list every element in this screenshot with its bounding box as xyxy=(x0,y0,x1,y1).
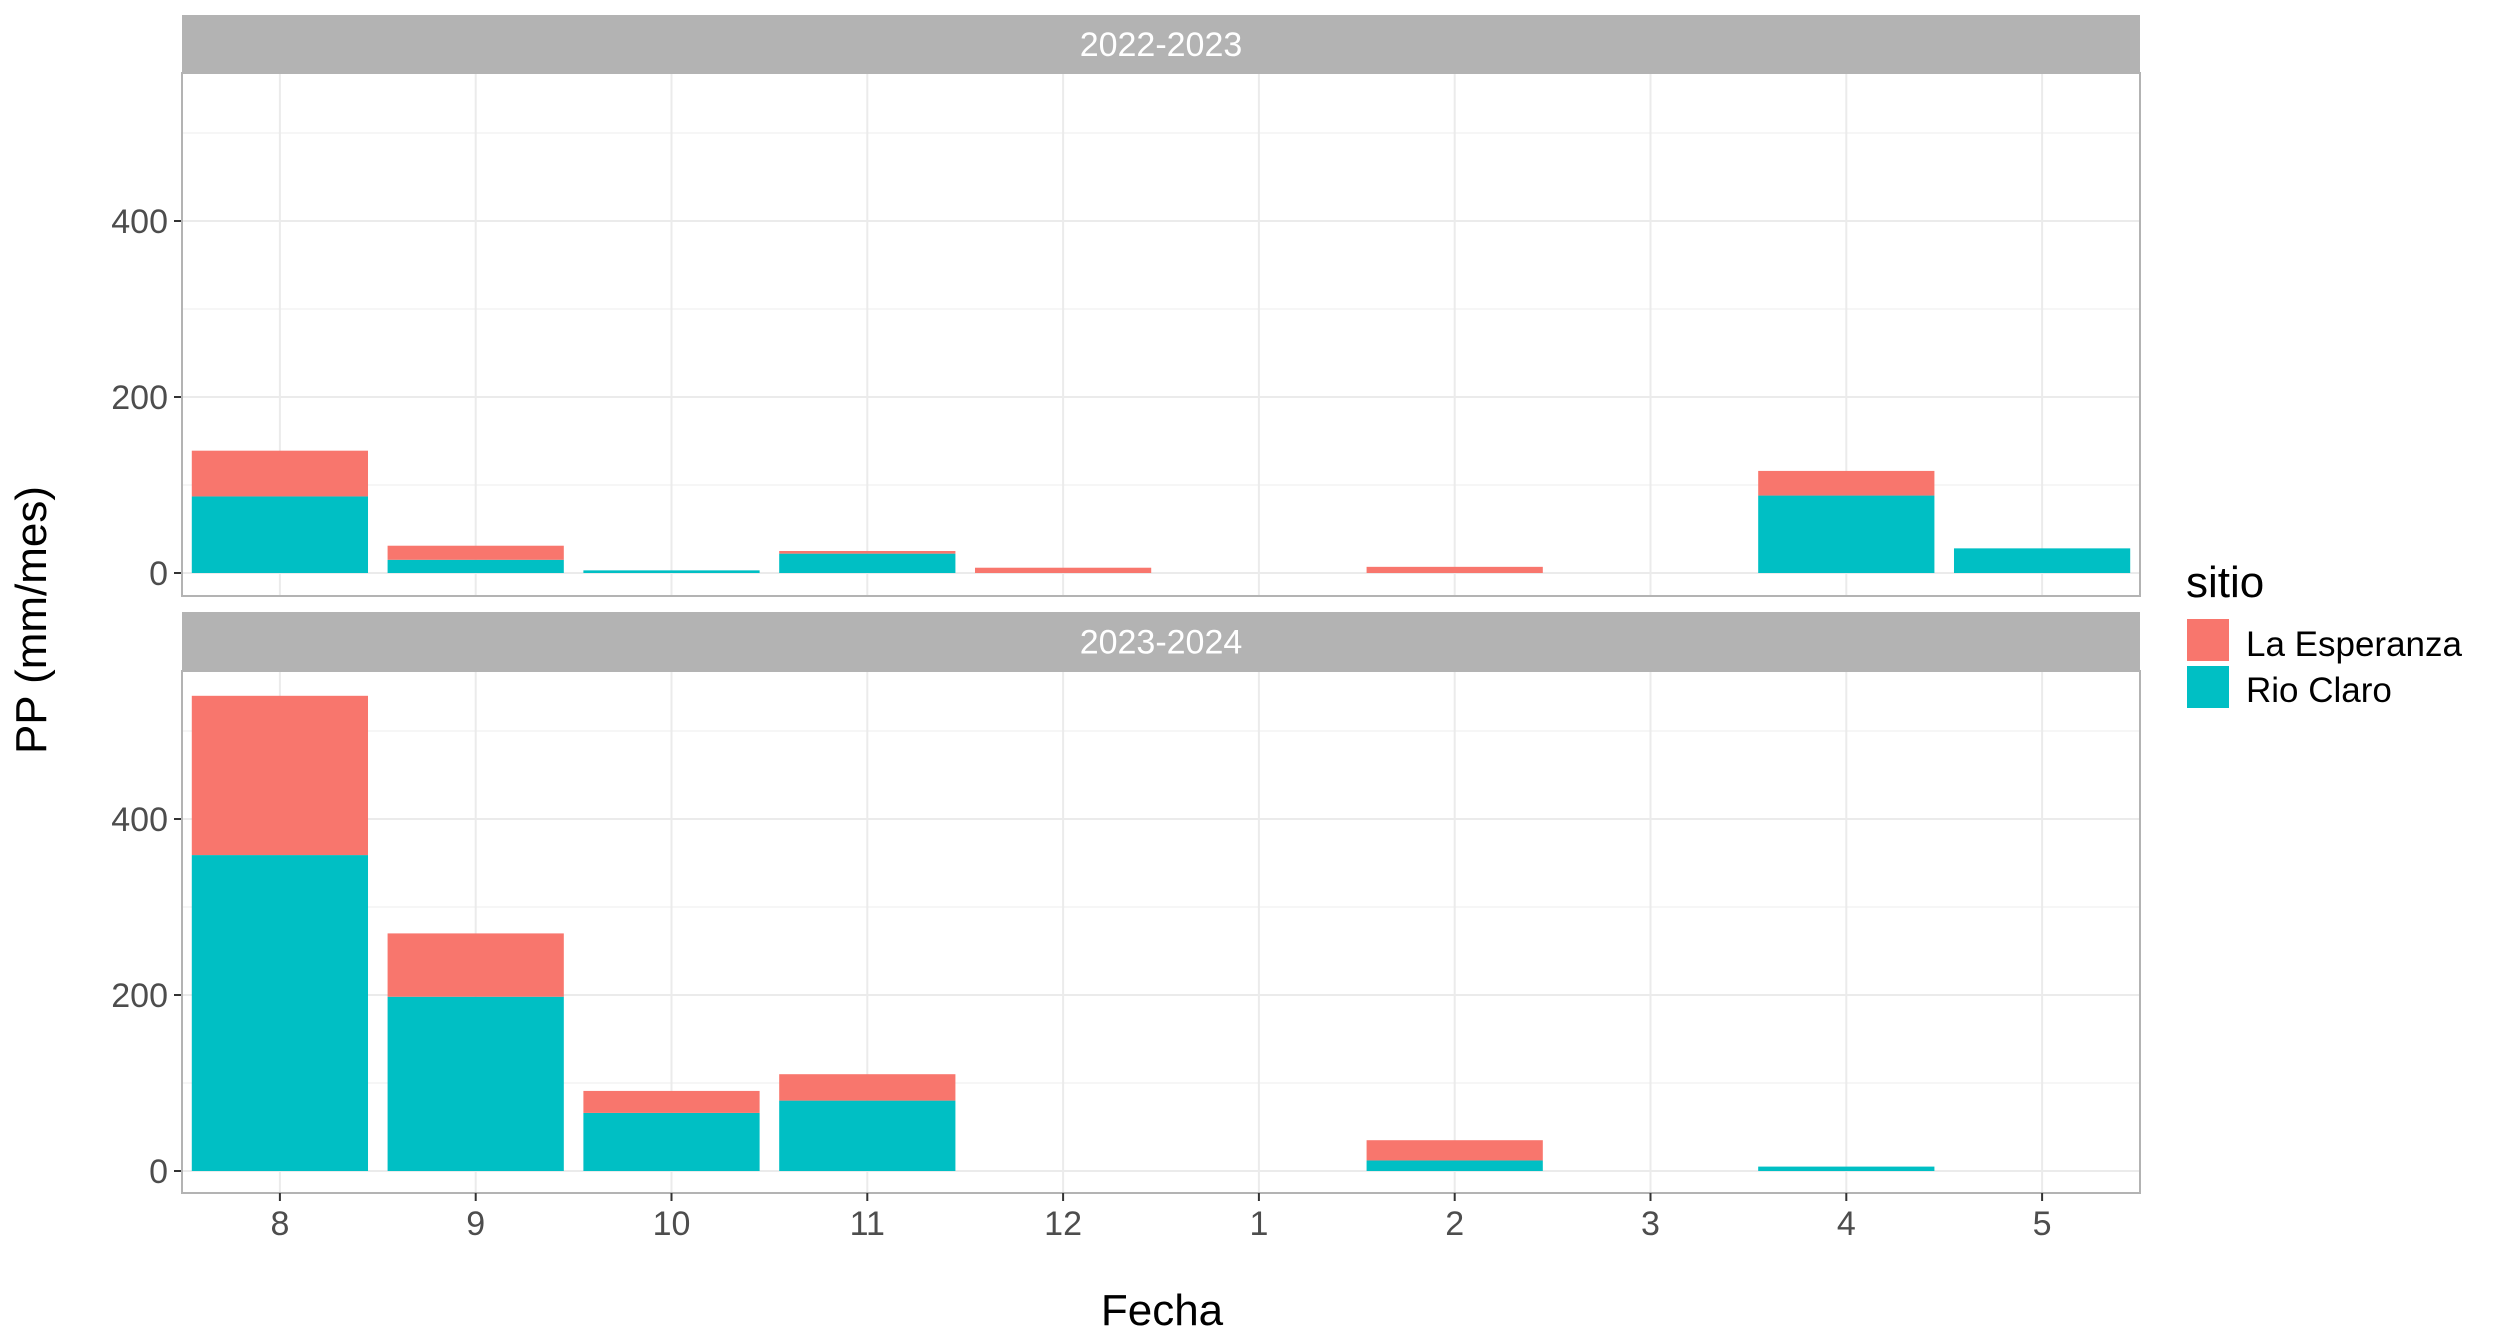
bar-la-esperanza-9 xyxy=(387,933,564,997)
panels-layer: 0 200 400 2022-2023 0 200 400 2023-2024 xyxy=(111,15,2141,1194)
legend-label-rio-claro: Rio Claro xyxy=(2246,671,2392,710)
legend-key-rio-claro xyxy=(2187,666,2229,708)
x-axis-title: Fecha xyxy=(1101,1286,1224,1335)
y-tick-label: 400 xyxy=(111,801,168,839)
y-tick-label: 0 xyxy=(149,555,168,593)
bar-rio-claro-11 xyxy=(779,553,956,573)
x-axis: 8 9 10 11 12 1 2 3 4 5 xyxy=(270,1193,2052,1243)
bar-rio-claro-9 xyxy=(387,996,564,1171)
bar-la-esperanza-8 xyxy=(191,695,369,856)
bar-rio-claro-10 xyxy=(583,1112,760,1171)
y-tick-label: 0 xyxy=(149,1153,168,1191)
x-tick-label: 8 xyxy=(270,1205,289,1243)
bar-la-esperanza-2 xyxy=(1366,1140,1543,1161)
x-tick-label: 2 xyxy=(1445,1205,1464,1243)
strip-background xyxy=(182,15,2140,73)
bar-rio-claro-11 xyxy=(779,1100,956,1171)
bar-la-esperanza-8 xyxy=(191,450,369,497)
panel-2022-2023: 0 200 400 2022-2023 xyxy=(111,15,2141,597)
x-tick-label: 4 xyxy=(1837,1205,1856,1243)
x-tick-label: 9 xyxy=(466,1205,485,1243)
bar-la-esperanza-2 xyxy=(1366,566,1543,573)
bar-rio-claro-10 xyxy=(583,570,760,573)
panel-2023-2024: 0 200 400 2023-2024 xyxy=(111,612,2141,1194)
bar-rio-claro-4 xyxy=(1758,1166,1935,1171)
bar-rio-claro-4 xyxy=(1758,495,1935,573)
x-tick-label: 11 xyxy=(850,1205,885,1243)
x-tick-label: 10 xyxy=(653,1205,691,1243)
strip-label: 2023-2024 xyxy=(1080,624,1243,662)
legend-label-la-esperanza: La Esperanza xyxy=(2246,625,2463,664)
legend: sitio La Esperanza Rio Claro xyxy=(2186,558,2463,710)
bar-rio-claro-9 xyxy=(387,559,564,573)
strip-label: 2022-2023 xyxy=(1080,26,1243,64)
x-tick-label: 12 xyxy=(1044,1205,1082,1243)
bar-rio-claro-5 xyxy=(1953,548,2131,573)
bar-rio-claro-8 xyxy=(191,496,369,573)
y-tick-label: 200 xyxy=(111,379,168,417)
bar-la-esperanza-10 xyxy=(583,1090,760,1113)
y-tick-label: 200 xyxy=(111,977,168,1015)
bar-la-esperanza-11 xyxy=(779,1074,956,1101)
bar-la-esperanza-9 xyxy=(387,545,564,560)
bar-la-esperanza-12 xyxy=(974,567,1152,573)
x-tick-label: 1 xyxy=(1249,1205,1268,1243)
legend-key-la-esperanza xyxy=(2187,619,2229,661)
bar-la-esperanza-11 xyxy=(779,551,956,554)
x-tick-label: 3 xyxy=(1641,1205,1660,1243)
legend-title: sitio xyxy=(2186,558,2264,607)
y-axis-title: PP (mm/mes) xyxy=(7,486,56,754)
x-tick-label: 5 xyxy=(2033,1205,2052,1243)
bar-rio-claro-2 xyxy=(1366,1160,1543,1171)
strip-background xyxy=(182,612,2140,671)
bar-la-esperanza-4 xyxy=(1758,470,1935,496)
bar-rio-claro-8 xyxy=(191,855,369,1171)
y-tick-label: 400 xyxy=(111,203,168,241)
